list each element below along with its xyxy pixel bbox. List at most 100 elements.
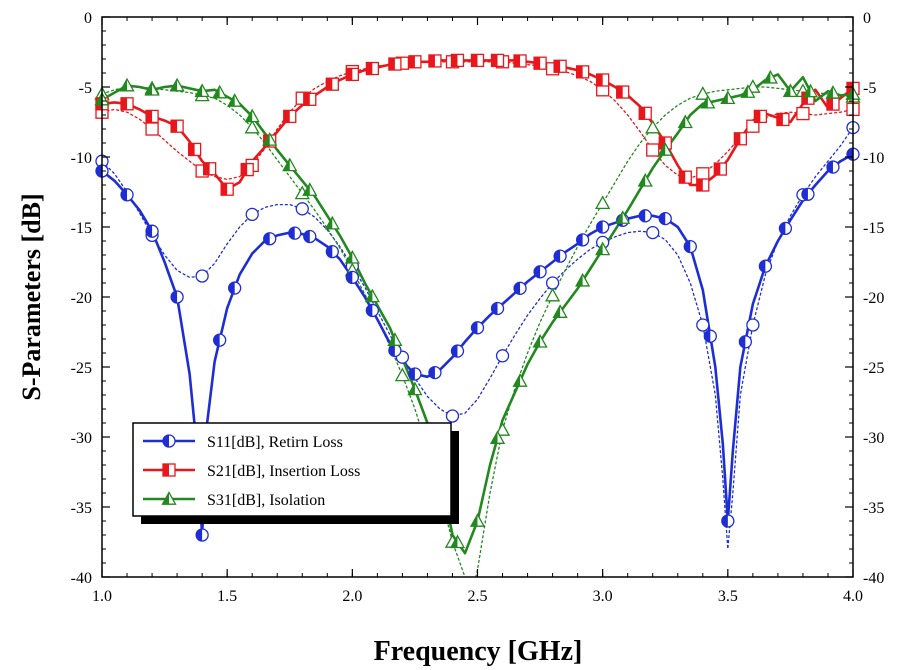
x-axis-title: Frequency [GHz] [374,636,583,667]
measured-data-point-fill [471,54,478,67]
measured-data-point-fill [121,188,128,201]
measured-data-point-fill [303,93,310,106]
y-tick-label: -20 [71,290,92,307]
y-right-tick-label: -30 [863,430,884,447]
measured-data-point-fill [514,282,521,295]
measured-data-point-fill [471,514,478,527]
measured-data-point-fill [203,162,210,175]
measured-data-point-fill [303,230,310,243]
measured-data-point-fill [283,158,290,171]
measured-data-point-fill [659,212,666,225]
measured-data-point-fill [576,65,583,78]
measured-data-point-fill [408,382,415,395]
measured-data-point-fill [801,188,808,201]
measured-data-point-fill [534,265,541,278]
y-tick-label: -40 [71,570,92,587]
simulated-series-line [102,126,853,550]
measured-data-point-fill [196,529,203,541]
measured-data-point-fill [346,68,353,81]
y-tick-label: 0 [84,10,92,27]
measured-data-point-fill [514,54,521,67]
measured-data-point-fill [513,374,521,387]
measured-data-point-fill [754,110,761,123]
legend-label: S21[dB], Insertion Loss [207,463,360,480]
measured-data-point-fill [120,79,128,91]
measured-data-point-fill [263,232,270,245]
measured-data-point-fill [596,221,603,233]
measured-data-point-fill [146,225,153,238]
measured-data-point-fill [213,86,220,98]
simulated-data-point [796,106,810,121]
measured-data-point-fill [326,78,333,91]
measured-data-point-fill [779,222,786,235]
measured-data-point-fill [408,368,415,380]
simulated-data-point [696,167,710,181]
measured-data-point-fill [95,93,102,105]
simulated-data-point [696,318,710,332]
x-tick-label: 1.0 [92,588,112,605]
measured-data-point-fill [741,85,748,98]
measured-data-point-fill [228,94,235,107]
measured-data-point-fill [188,143,195,156]
simulated-series-line [102,61,853,181]
measured-data-point-fill [776,113,783,126]
measured-data-point-fill [721,515,728,527]
measured-data-point-fill [696,179,703,191]
measured-data-point-fill [288,227,295,240]
measured-data-point-fill [263,133,270,146]
y-tick-label: -35 [71,500,92,517]
y-right-tick-label: -35 [863,500,884,517]
measured-data-point-fill [345,251,353,263]
measured-data-point-fill [534,57,541,70]
legend-label: S11[dB], Retirn Loss [207,434,343,451]
measured-data-point-fill [576,274,583,286]
measured-data-point-fill [365,289,373,302]
measured-data-point-fill [596,242,603,255]
simulated-data-point [746,119,760,133]
measured-data-point-fill [739,335,746,348]
x-tick-label: 4.0 [843,588,863,605]
x-tick-label: 1.5 [217,588,237,605]
legend-label: S31[dB], Isolation [207,492,325,509]
y-right-tick-label: 0 [863,10,871,27]
y-right-tick-label: -5 [863,80,876,97]
measured-data-point-fill [639,209,646,222]
simulated-data-point [495,349,510,363]
y-right-tick-label: -20 [863,290,884,307]
x-tick-label: 3.5 [718,588,738,605]
measured-data-point-fill [388,58,395,71]
legend: S11[dB], Retirn Loss S21[dB], Insertion L… [132,422,459,524]
measured-data-point-fill [554,250,561,263]
measured-data-point-fill [684,240,691,253]
measured-data-point-fill [171,291,178,303]
measured-data-point-fill [801,92,808,105]
measured-data-point-fill [847,82,853,95]
measured-data-point-fill [388,333,395,346]
measured-data-point-fill [679,171,686,184]
legend-marker-fill [163,435,169,447]
simulated-data-point [394,367,411,382]
measured-data-point-fill [734,132,741,145]
measured-data-point-fill [228,282,235,295]
simulated-data-point [445,409,460,423]
simulated-data-point [746,318,760,332]
measured-data-point-fill [366,62,373,75]
measured-data-point-fill [451,345,458,358]
markers-layer [94,53,861,549]
measured-data-point-fill [121,97,128,110]
simulated-data-point [645,119,661,134]
measured-data-point-fill [346,271,353,284]
y-right-tick-label: -10 [863,150,884,167]
measured-data-point-fill [701,96,708,108]
simulated-data-point [545,276,560,290]
measured-data-point-fill [616,86,623,99]
simulated-data-point [145,122,159,136]
measured-data-point-fill [366,304,373,317]
simulated-data-point [595,195,611,210]
measured-data-point-fill [303,183,310,196]
measured-data-point-fill [783,84,791,97]
measured-data-point-fill [638,174,646,186]
measured-data-point-fill [704,330,711,343]
measured-data-point-fill [283,110,290,123]
